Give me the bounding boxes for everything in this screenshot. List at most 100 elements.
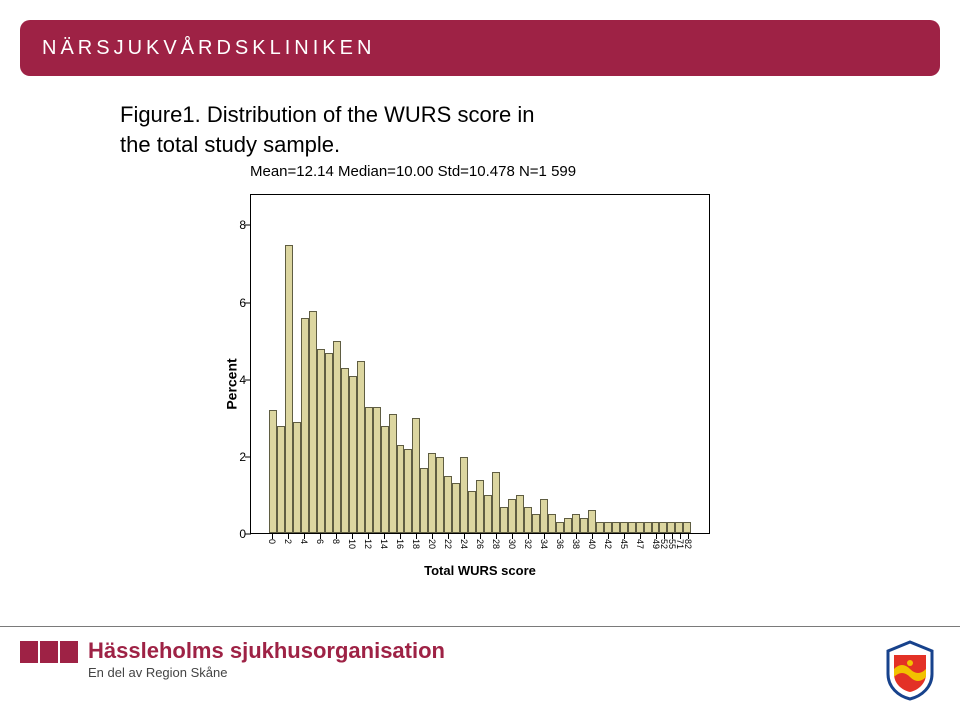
histogram-bar bbox=[333, 341, 341, 533]
histogram-bar bbox=[444, 476, 452, 534]
histogram-bar bbox=[683, 522, 691, 534]
region-logo bbox=[880, 639, 940, 701]
x-tick-label: 4 bbox=[299, 539, 309, 544]
histogram-chart: Percent 02468 02468101214161820222426283… bbox=[250, 194, 710, 574]
histogram-bar bbox=[540, 499, 548, 534]
y-axis-ticks: 02468 bbox=[230, 194, 246, 534]
histogram-bar bbox=[397, 445, 405, 533]
x-tick-label: 12 bbox=[363, 539, 373, 549]
histogram-bar bbox=[301, 318, 309, 533]
x-tick-label: 42 bbox=[603, 539, 613, 549]
histogram-bar bbox=[659, 522, 667, 534]
x-tick-label: 22 bbox=[443, 539, 453, 549]
histogram-bar bbox=[428, 453, 436, 534]
histogram-bar bbox=[500, 507, 508, 534]
footer-org-sub: En del av Region Skåne bbox=[88, 665, 445, 680]
histogram-bar bbox=[293, 422, 301, 533]
histogram-bar bbox=[317, 349, 325, 533]
x-tick-label: 28 bbox=[491, 539, 501, 549]
x-tick-label: 32 bbox=[523, 539, 533, 549]
x-tick-label: 38 bbox=[571, 539, 581, 549]
histogram-bar bbox=[564, 518, 572, 533]
x-tick-label: 26 bbox=[475, 539, 485, 549]
histogram-bar bbox=[436, 457, 444, 534]
histogram-bar bbox=[357, 361, 365, 534]
histogram-bar bbox=[588, 510, 596, 533]
histogram-bar bbox=[636, 522, 644, 534]
histogram-bar bbox=[667, 522, 675, 534]
x-axis-label: Total WURS score bbox=[250, 563, 710, 578]
histogram-bar bbox=[628, 522, 636, 534]
histogram-bar bbox=[285, 245, 293, 533]
x-tick-label: 40 bbox=[587, 539, 597, 549]
x-tick-label: 6 bbox=[315, 539, 325, 544]
histogram-bar bbox=[532, 514, 540, 533]
histogram-bar bbox=[452, 483, 460, 533]
histogram-bar bbox=[365, 407, 373, 534]
x-tick-label: 34 bbox=[539, 539, 549, 549]
histogram-bar bbox=[596, 522, 604, 534]
header-bar: NÄRSJUKVÅRDSKLINIKEN bbox=[20, 20, 940, 76]
logo-block-icon bbox=[20, 641, 38, 663]
histogram-bar bbox=[468, 491, 476, 533]
histogram-bar bbox=[412, 418, 420, 533]
histogram-bar bbox=[277, 426, 285, 534]
x-tick-label: 36 bbox=[555, 539, 565, 549]
region-skane-icon bbox=[880, 639, 940, 701]
plot-area bbox=[250, 194, 710, 534]
histogram-bar bbox=[556, 522, 564, 534]
histogram-bar bbox=[269, 410, 277, 533]
bars-container bbox=[269, 195, 691, 533]
logo-block-icon bbox=[40, 641, 58, 663]
x-tick-label: 45 bbox=[619, 539, 629, 549]
histogram-bar bbox=[309, 311, 317, 534]
x-tick-label: 24 bbox=[459, 539, 469, 549]
histogram-bar bbox=[548, 514, 556, 533]
x-tick-label: 82 bbox=[683, 539, 693, 549]
histogram-bar bbox=[341, 368, 349, 533]
histogram-bar bbox=[516, 495, 524, 533]
x-tick-label: 30 bbox=[507, 539, 517, 549]
histogram-bar bbox=[652, 522, 660, 534]
histogram-bar bbox=[420, 468, 428, 533]
histogram-bar bbox=[389, 414, 397, 533]
x-tick-label: 0 bbox=[267, 539, 277, 544]
footer-left: Hässleholms sjukhusorganisation En del a… bbox=[20, 639, 445, 680]
x-tick-label: 16 bbox=[395, 539, 405, 549]
histogram-bar bbox=[460, 457, 468, 534]
histogram-bar bbox=[492, 472, 500, 533]
histogram-bar bbox=[484, 495, 492, 533]
histogram-bar bbox=[508, 499, 516, 534]
x-tick-label: 2 bbox=[283, 539, 293, 544]
histogram-bar bbox=[476, 480, 484, 534]
footer-org-logo bbox=[20, 639, 78, 663]
histogram-bar bbox=[404, 449, 412, 534]
footer-org-name: Hässleholms sjukhusorganisation bbox=[88, 639, 445, 663]
figure-title: Figure1. Distribution of the WURS score … bbox=[120, 100, 840, 159]
histogram-bar bbox=[675, 522, 683, 534]
x-tick-label: 47 bbox=[635, 539, 645, 549]
histogram-bar bbox=[381, 426, 389, 534]
footer-text: Hässleholms sjukhusorganisation En del a… bbox=[88, 639, 445, 680]
figure-title-line2: the total study sample. bbox=[120, 132, 340, 157]
histogram-bar bbox=[604, 522, 612, 534]
figure-container: Figure1. Distribution of the WURS score … bbox=[120, 100, 840, 596]
figure-stats: Mean=12.14 Median=10.00 Std=10.478 N=1 5… bbox=[250, 163, 840, 180]
histogram-bar bbox=[349, 376, 357, 533]
x-tick-label: 18 bbox=[411, 539, 421, 549]
figure-title-line1: Figure1. Distribution of the WURS score … bbox=[120, 102, 535, 127]
header-title: NÄRSJUKVÅRDSKLINIKEN bbox=[42, 37, 375, 60]
histogram-bar bbox=[612, 522, 620, 534]
x-tick-label: 10 bbox=[347, 539, 357, 549]
footer: Hässleholms sjukhusorganisation En del a… bbox=[0, 626, 960, 716]
logo-block-icon bbox=[60, 641, 78, 663]
x-tick-label: 20 bbox=[427, 539, 437, 549]
x-tick-label: 14 bbox=[379, 539, 389, 549]
histogram-bar bbox=[325, 353, 333, 534]
x-tick-label: 8 bbox=[331, 539, 341, 544]
histogram-bar bbox=[373, 407, 381, 534]
histogram-bar bbox=[620, 522, 628, 534]
histogram-bar bbox=[580, 518, 588, 533]
histogram-bar bbox=[644, 522, 652, 534]
histogram-bar bbox=[524, 507, 532, 534]
